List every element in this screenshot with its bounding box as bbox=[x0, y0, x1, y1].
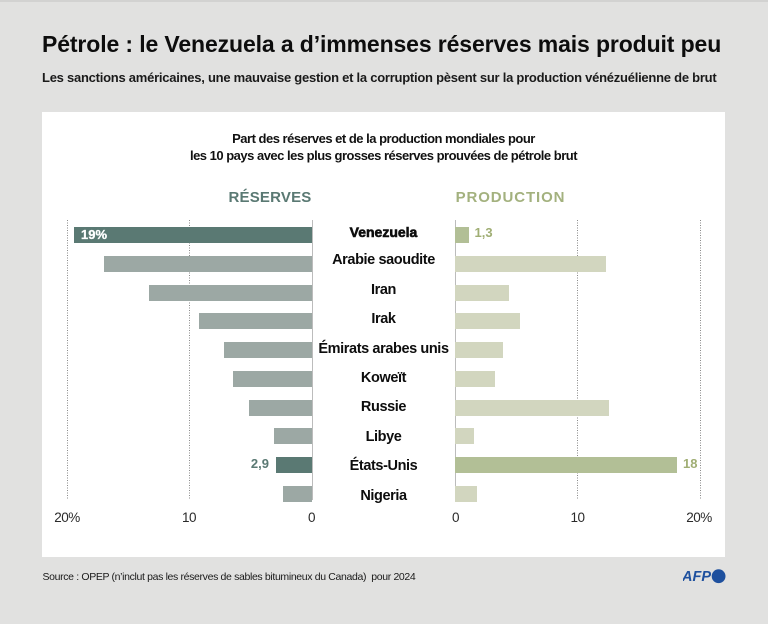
svg-text:AFP: AFP bbox=[683, 569, 711, 584]
